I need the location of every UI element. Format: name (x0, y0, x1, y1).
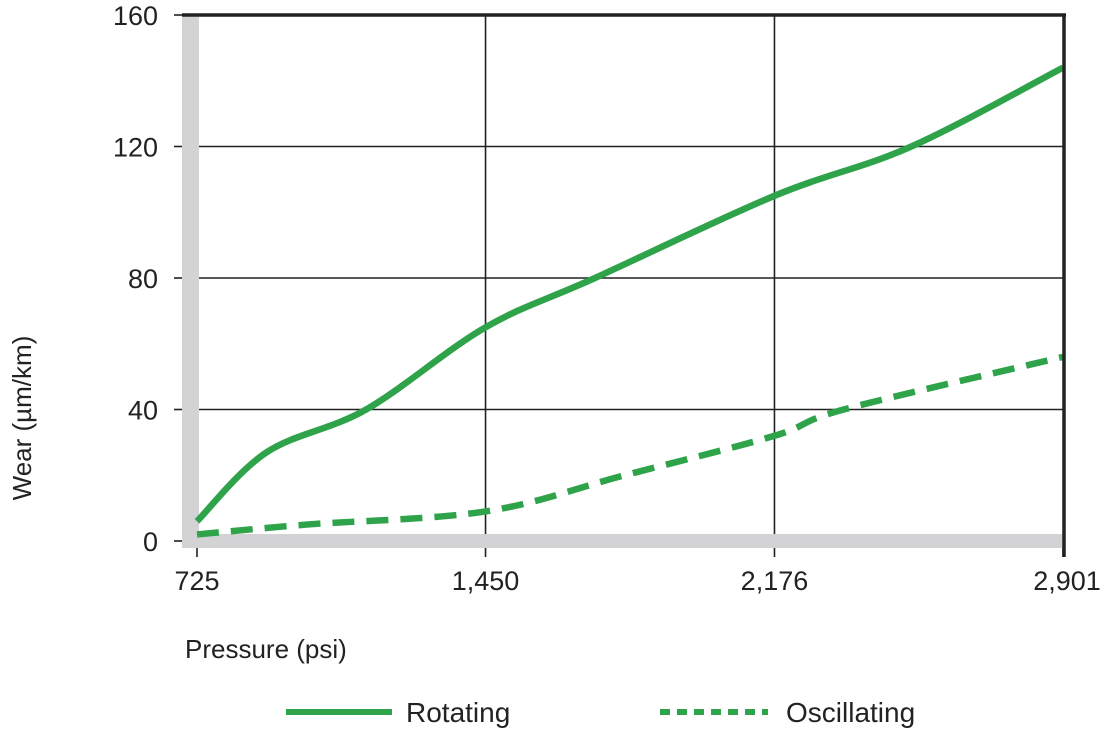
y-tick-label: 0 (143, 527, 158, 557)
x-axis: 725 1,450 2,176 2,901 (174, 548, 1101, 596)
series-line-oscillating (196, 353, 1064, 538)
series-line-rotating (194, 64, 1065, 524)
y-axis-title: Wear (µm/km) (7, 336, 37, 501)
y-axis: 0 40 80 120 160 (113, 1, 182, 557)
legend-item-oscillating: Oscillating (660, 697, 915, 728)
grid-lines (197, 15, 1063, 541)
plot-frame (182, 13, 1066, 557)
legend-item-rotating: Rotating (286, 697, 510, 728)
x-tick-label: 2,901 (1033, 566, 1101, 596)
legend-label-oscillating: Oscillating (786, 697, 915, 728)
legend-label-rotating: Rotating (406, 697, 510, 728)
x-axis-title: Pressure (psi) (185, 634, 347, 664)
x-tick-label: 2,176 (741, 566, 809, 596)
x-tick-label: 1,450 (452, 566, 520, 596)
y-tick-label: 40 (128, 396, 158, 426)
y-tick-label: 80 (128, 264, 158, 294)
legend: Rotating Oscillating (286, 697, 915, 728)
axis-bars (182, 15, 1063, 548)
x-tick-label: 725 (174, 566, 219, 596)
y-axis-bar (182, 15, 199, 548)
y-tick-label: 160 (113, 1, 158, 31)
x-axis-bar (182, 534, 1063, 548)
y-tick-label: 120 (113, 133, 158, 163)
series-layer (194, 64, 1065, 538)
